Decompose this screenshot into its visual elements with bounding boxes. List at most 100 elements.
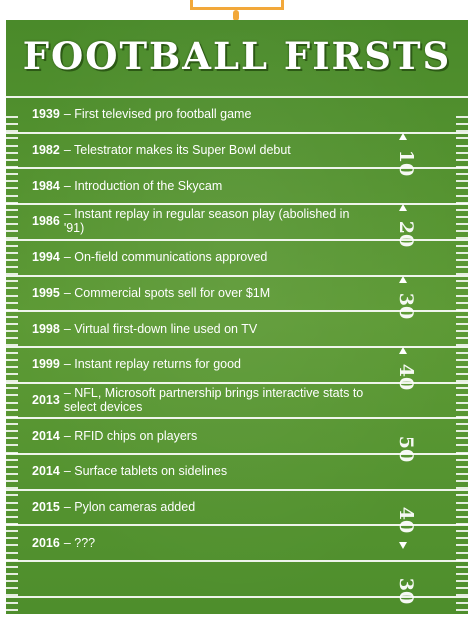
hash-mark xyxy=(456,137,468,140)
hash-mark xyxy=(6,151,18,154)
hash-mark xyxy=(6,208,18,211)
hash-mark xyxy=(6,444,18,447)
yard-number: 30 xyxy=(395,578,417,605)
hash-mark xyxy=(6,401,18,404)
hash-mark xyxy=(456,258,468,261)
timeline-text: – ??? xyxy=(63,535,96,550)
hash-mark xyxy=(456,601,468,604)
hash-mark xyxy=(6,572,18,575)
timeline-text: – On-field communications approved xyxy=(63,250,268,265)
arrow-up-icon xyxy=(399,133,407,140)
hash-mark xyxy=(6,608,18,611)
hash-mark xyxy=(6,323,18,326)
timeline-item: 2016– ??? xyxy=(32,526,372,559)
hash-mark xyxy=(456,401,468,404)
hash-mark xyxy=(6,544,18,547)
hash-mark xyxy=(456,444,468,447)
hash-mark xyxy=(456,351,468,354)
goalpost-stem xyxy=(233,10,239,21)
yard-line xyxy=(6,274,468,277)
hash-mark xyxy=(6,215,18,218)
hash-mark xyxy=(456,423,468,426)
hash-mark xyxy=(6,294,18,297)
hash-mark xyxy=(6,515,18,518)
yard-line xyxy=(6,345,468,348)
yard-number: 30 xyxy=(395,292,417,320)
hash-mark xyxy=(6,158,18,161)
hash-mark xyxy=(6,265,18,268)
hash-mark xyxy=(6,144,18,147)
hash-mark xyxy=(6,601,18,604)
timeline-year: 1994 xyxy=(32,250,60,265)
timeline-text: – Instant replay returns for good xyxy=(63,357,241,372)
page-title: FOOTBALL FIRSTS xyxy=(22,34,452,78)
timeline-text: – RFID chips on players xyxy=(63,428,198,443)
timeline-item: 1995– Commercial spots sell for over $1M xyxy=(32,277,372,310)
hash-mark xyxy=(6,408,18,411)
hash-mark xyxy=(456,451,468,454)
hash-mark xyxy=(456,387,468,390)
hash-mark xyxy=(456,251,468,254)
hash-mark xyxy=(456,187,468,190)
hash-mark xyxy=(456,365,468,368)
hash-mark xyxy=(456,544,468,547)
hash-mark xyxy=(456,537,468,540)
timeline-item: 1939– First televised pro football game xyxy=(32,98,372,131)
hash-mark xyxy=(456,358,468,361)
yard-line xyxy=(6,595,468,598)
timeline-text: – Pylon cameras added xyxy=(63,500,196,515)
hash-mark xyxy=(6,258,18,261)
hash-mark xyxy=(456,194,468,197)
hash-mark xyxy=(6,465,18,468)
hash-mark xyxy=(6,451,18,454)
timeline-item: 2015– Pylon cameras added xyxy=(32,491,372,524)
hash-mark xyxy=(456,230,468,233)
hash-mark xyxy=(456,201,468,204)
hash-mark xyxy=(6,301,18,304)
hash-mark xyxy=(456,437,468,440)
hash-mark xyxy=(456,208,468,211)
timeline-item: 1984– Introduction of the Skycam xyxy=(32,169,372,202)
timeline-text: – NFL, Microsoft partnership brings inte… xyxy=(63,385,364,414)
hash-mark xyxy=(456,116,468,118)
hash-marks-left xyxy=(6,116,18,614)
yard-number: 10 xyxy=(395,149,417,177)
timeline-year: 1982 xyxy=(32,143,60,158)
yard-line xyxy=(6,524,468,527)
hash-mark xyxy=(456,458,468,461)
hash-mark xyxy=(456,308,468,311)
timeline-text: – Telestrator makes its Super Bowl debut xyxy=(63,143,291,158)
timeline-year: 1998 xyxy=(32,321,60,336)
hash-mark xyxy=(456,165,468,168)
hash-mark xyxy=(6,487,18,490)
hash-mark xyxy=(6,501,18,504)
hash-mark xyxy=(6,423,18,426)
hash-mark xyxy=(456,337,468,340)
hash-mark xyxy=(6,351,18,354)
hash-mark xyxy=(6,387,18,390)
hash-mark xyxy=(456,144,468,147)
hash-mark xyxy=(6,237,18,240)
yard-line xyxy=(6,488,468,491)
hash-mark xyxy=(456,558,468,561)
hash-mark xyxy=(6,173,18,176)
hash-mark xyxy=(6,223,18,226)
timeline-year: 2013 xyxy=(32,392,60,407)
yard-line xyxy=(6,131,468,134)
timeline-year: 1995 xyxy=(32,285,60,300)
yard-line xyxy=(6,167,468,170)
hash-mark xyxy=(456,508,468,511)
hash-mark xyxy=(456,373,468,376)
hash-mark xyxy=(456,480,468,483)
hash-mark xyxy=(456,565,468,568)
hash-mark xyxy=(6,344,18,347)
hash-mark xyxy=(456,465,468,468)
hash-mark xyxy=(456,294,468,297)
hash-mark xyxy=(456,473,468,475)
timeline-item: 1986– Instant replay in regular season p… xyxy=(32,205,372,238)
arrow-down-icon xyxy=(399,542,407,549)
hash-mark xyxy=(456,323,468,326)
hash-mark xyxy=(456,515,468,518)
hash-mark xyxy=(456,580,468,583)
hash-mark xyxy=(456,572,468,575)
